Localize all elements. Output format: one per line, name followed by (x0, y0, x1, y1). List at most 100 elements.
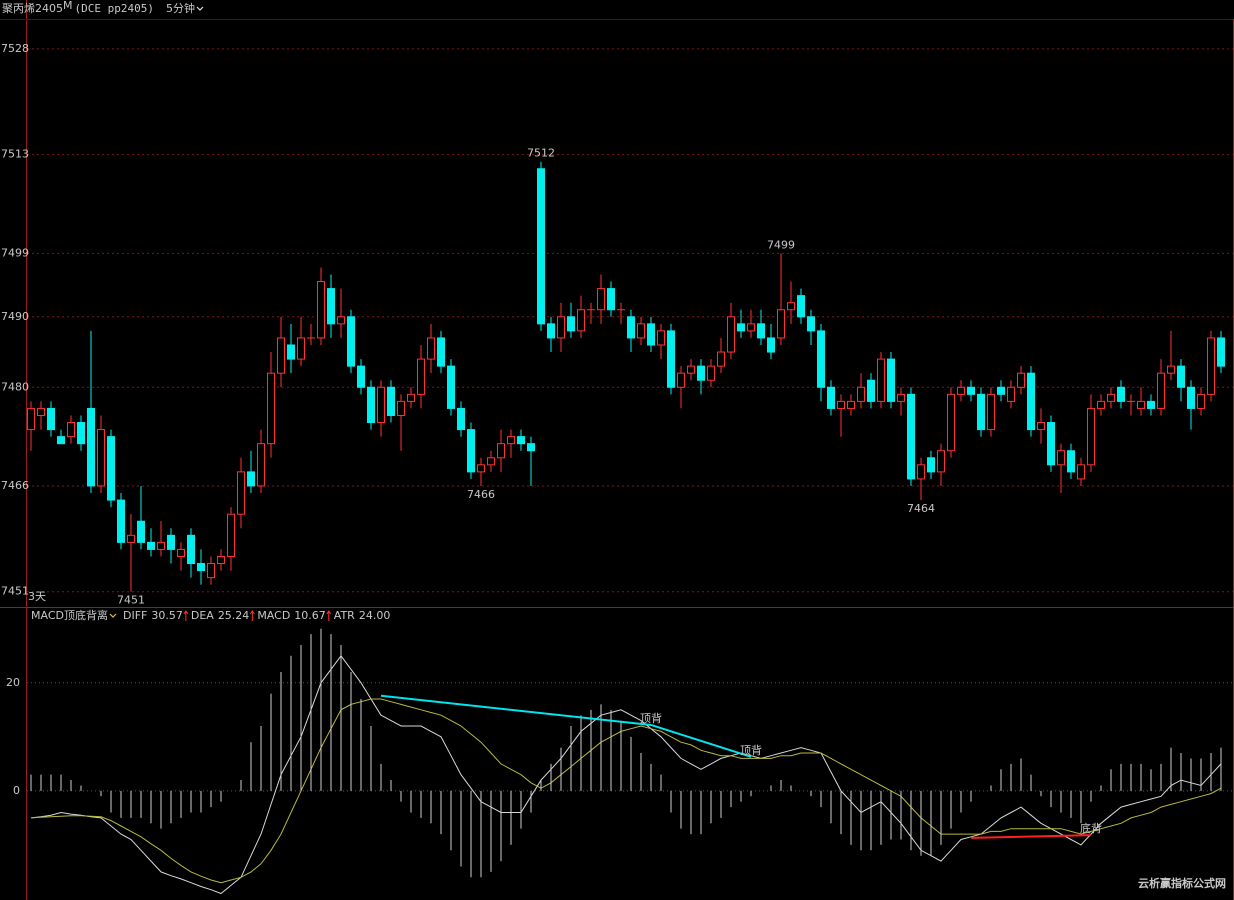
candle-body (357, 365, 365, 388)
candle-body (477, 464, 485, 473)
y-tick-label: 7513 (1, 148, 29, 161)
candle-body (507, 436, 515, 445)
readout-name: ATR (334, 609, 355, 622)
readout-value: 24.00 (359, 609, 391, 622)
dropdown-chevron[interactable] (109, 613, 117, 618)
symbol-badge: M (63, 0, 73, 12)
candle-body (1137, 400, 1145, 409)
candle-body (987, 393, 995, 431)
y-tick-label: 0 (13, 784, 20, 797)
candle-body (637, 323, 645, 339)
candle-body (127, 534, 135, 543)
divergence-line (650, 723, 752, 758)
candle-body (597, 288, 605, 311)
candle-body (97, 429, 105, 487)
readout-value: 10.67 (294, 609, 326, 622)
symbol-name: 聚丙烯2405 (2, 2, 63, 15)
period-selector[interactable]: 5分钟 (166, 1, 195, 15)
candle-body (1067, 450, 1075, 473)
candle-body (817, 330, 825, 388)
candle-body (1047, 422, 1055, 466)
readout-name: DEA (191, 609, 214, 622)
candle-body (937, 450, 945, 473)
candle-body (527, 443, 535, 452)
symbol-code: (DCE pp2405) (75, 2, 154, 15)
candle-body (667, 330, 675, 388)
up-arrow-icon (183, 610, 189, 621)
dropdown-chevron[interactable] (196, 6, 204, 11)
candle-body (317, 281, 325, 339)
extreme-price-label: 7499 (767, 238, 795, 251)
divergence-label: 顶背 (740, 743, 762, 757)
up-arrow-icon (249, 610, 255, 621)
candle-body (157, 541, 165, 550)
candle-body (767, 337, 775, 353)
candle-body (897, 393, 905, 402)
candle-body (497, 443, 505, 459)
candle-body (197, 563, 205, 572)
extreme-price-label: 7512 (527, 147, 555, 160)
candle-body (47, 407, 55, 431)
candle-body (517, 436, 525, 445)
candle-body (27, 407, 35, 431)
candle-body (407, 393, 415, 402)
extreme-price-label: 7466 (467, 488, 495, 501)
candle-body (747, 323, 755, 332)
candle-body (1007, 386, 1015, 402)
readout-name: DIFF (123, 609, 147, 622)
candle-body (867, 379, 875, 402)
candle-body (67, 422, 75, 438)
candle-body (227, 513, 235, 557)
candle-body (37, 407, 45, 416)
candle-body (447, 365, 455, 409)
candle-body (607, 288, 615, 311)
candle-body (247, 471, 255, 487)
divergence-label: 底背 (1080, 821, 1102, 835)
candle-body (107, 436, 115, 501)
candle-body (957, 386, 965, 395)
candle-body (467, 429, 475, 473)
candle-body (1197, 393, 1205, 409)
candle-body (277, 337, 285, 374)
candle-body (137, 520, 145, 543)
candle-body (887, 358, 895, 402)
y-tick-label: 7528 (1, 42, 29, 55)
candle-body (297, 337, 305, 360)
candle-body (367, 386, 375, 424)
candle-body (177, 548, 185, 557)
divergence-label: 顶背 (640, 711, 662, 725)
candle-body (337, 316, 345, 325)
candle-body (1157, 372, 1165, 409)
candle-body (397, 400, 405, 416)
candle-body (347, 316, 355, 367)
candle-body (927, 457, 935, 473)
candle-body (1107, 393, 1115, 402)
watermark: 云析赢指标公式网 (1138, 876, 1226, 890)
candle-body (1177, 365, 1185, 388)
candle-body (997, 386, 1005, 395)
candle-body (857, 386, 865, 402)
candle-body (727, 316, 735, 353)
candle-body (187, 534, 195, 565)
candle-body (1207, 337, 1215, 395)
y-tick-label: 7451 (1, 585, 29, 598)
candle-body (437, 337, 445, 367)
candle-body (1187, 386, 1195, 409)
candle-body (117, 499, 125, 543)
candle-body (787, 302, 795, 311)
candle-body (627, 316, 635, 339)
candle-body (417, 358, 425, 395)
candle-body (457, 407, 465, 431)
y-tick-label: 7480 (1, 380, 29, 393)
y-tick-label: 7466 (1, 479, 29, 492)
indicator-line (30, 654, 1222, 895)
indicator-name[interactable]: MACD顶底背离 (31, 608, 108, 622)
y-tick-label: 20 (6, 676, 20, 689)
candle-body (487, 457, 495, 466)
candle-body (807, 316, 815, 332)
candle-body (1117, 386, 1125, 402)
candle-body (287, 344, 295, 360)
y-tick-label: 7499 (1, 246, 29, 259)
candle-body (57, 436, 65, 445)
